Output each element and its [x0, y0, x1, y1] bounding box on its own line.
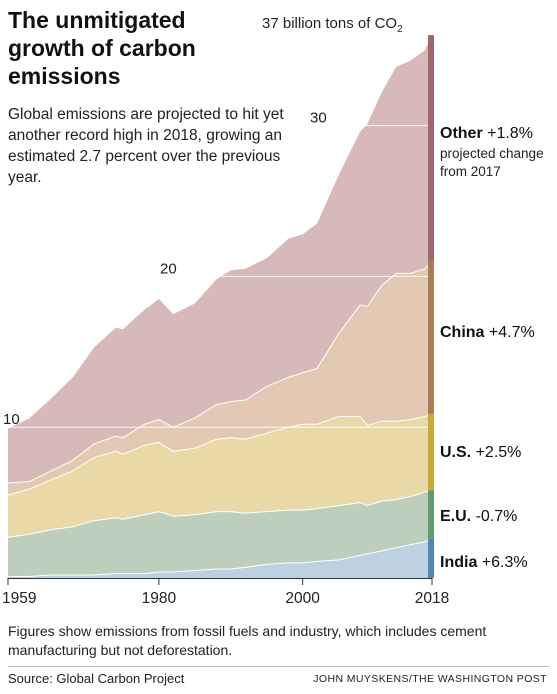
legend-bar-us — [428, 413, 434, 491]
legend-label-eu: E.U. -0.7% — [440, 508, 517, 525]
chart-caption: Figures show emissions from fossil fuels… — [8, 623, 487, 658]
top-value-label: 37 billion tons of CO2 — [262, 15, 403, 35]
legend-note: from 2017 — [440, 164, 501, 179]
area-india — [8, 538, 432, 578]
legend-label-other: Other +1.8% — [440, 125, 533, 142]
boundary-line-eu — [7, 490, 433, 538]
chart-subtitle: Global emissions are projected to hit ye… — [8, 106, 284, 186]
legend-label-china: China +4.7% — [440, 324, 535, 341]
legend-bar-eu — [428, 490, 434, 539]
area-other — [8, 35, 432, 483]
legend-label-india: India +6.3% — [440, 554, 528, 571]
area-us — [8, 413, 432, 538]
y-tick-label: 10 — [3, 411, 20, 428]
source-note: Source: Global Carbon Project — [8, 671, 185, 686]
area-eu — [8, 490, 432, 577]
legend-bar-china — [428, 261, 434, 414]
boundary-line-india — [8, 538, 433, 577]
x-tick-label: 2018 — [415, 590, 449, 607]
legend-label-us: U.S. +2.5% — [440, 444, 521, 461]
chart-title: The unmitigated growth of carbon emissio… — [8, 7, 196, 89]
x-tick-label: 1959 — [2, 590, 36, 607]
y-tick-label: 20 — [160, 260, 177, 277]
y-tick-label: 30 — [310, 110, 327, 127]
credit-line: JOHN MUYSKENS/THE WASHINGTON POST — [313, 673, 547, 685]
legend-note: projected change — [440, 146, 544, 161]
boundary-line-china — [7, 260, 433, 484]
x-tick-label: 1980 — [142, 590, 177, 607]
footer-divider — [8, 666, 549, 667]
boundary-line-us — [7, 413, 433, 496]
x-tick-label: 2000 — [285, 590, 320, 607]
legend-bar-other — [428, 35, 434, 262]
legend-bar-india — [428, 538, 434, 578]
